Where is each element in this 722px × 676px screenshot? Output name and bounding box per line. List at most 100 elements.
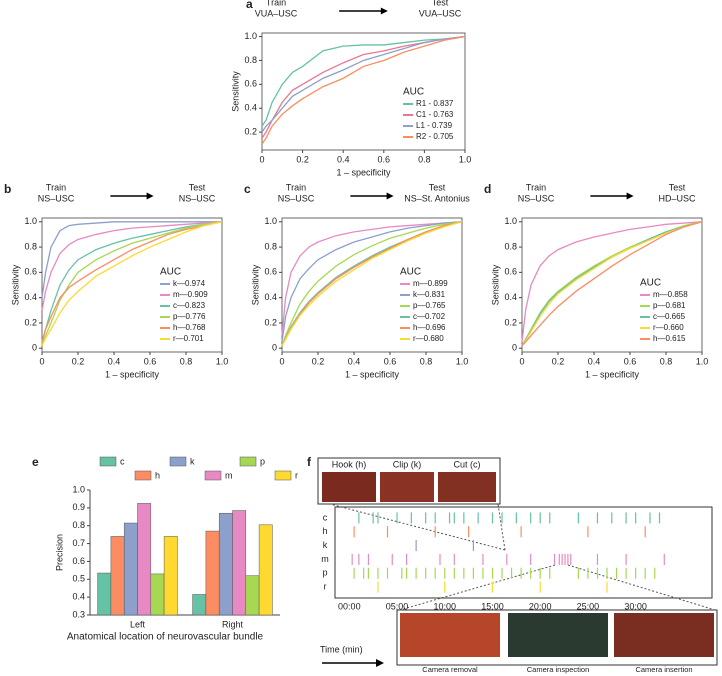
- x-tick-label: 0.8: [418, 154, 431, 164]
- x-tick-label: 0.8: [660, 356, 673, 366]
- legend-label: c—0.702: [413, 312, 446, 321]
- roc-curve: [41, 221, 223, 345]
- x-tick-label: 30:00: [624, 601, 647, 611]
- row-label: h: [322, 526, 327, 536]
- bar: [163, 536, 178, 616]
- x-tick-label: 0.6: [144, 356, 157, 366]
- legend-title: AUC: [640, 278, 661, 289]
- bar: [258, 524, 273, 616]
- legend-label: p—0.681: [653, 301, 686, 310]
- legend-label: m: [225, 470, 233, 480]
- y-tick-label: 0.5: [72, 574, 85, 584]
- panel-letter: f: [307, 455, 312, 469]
- y-tick-label: 0.2: [244, 126, 257, 136]
- bar: [232, 510, 247, 616]
- photo-camera-removal: [400, 613, 500, 657]
- y-tick-label: 0.4: [244, 103, 257, 113]
- legend-swatch: [239, 456, 257, 467]
- legend-label: k—0.831: [413, 290, 446, 299]
- legend-label: c: [120, 456, 125, 466]
- test-dataset: NS–St. Antonius: [404, 193, 470, 203]
- photo-camera-insertion: [614, 613, 714, 657]
- train-dataset: NS–USC: [278, 193, 315, 203]
- y-tick-label: 0: [512, 343, 517, 353]
- legend-label: m—0.909: [173, 290, 208, 299]
- y-axis-label: Precision: [54, 534, 64, 571]
- legend-title: AUC: [400, 267, 421, 278]
- x-axis-label: Time (min): [320, 644, 363, 654]
- y-tick-label: 0.4: [504, 292, 517, 302]
- panel-letter: e: [32, 455, 39, 469]
- legend-label: p: [260, 456, 265, 466]
- x-tick-label: 0.2: [72, 356, 85, 366]
- x-tick-label: 0: [39, 356, 44, 366]
- y-tick-label: 0.6: [504, 267, 517, 277]
- y-tick-label: 1.0: [504, 216, 517, 226]
- train-title: Train: [266, 0, 286, 7]
- roc-curve: [261, 35, 466, 133]
- y-tick-label: 0.6: [264, 267, 277, 277]
- legend-title: AUC: [403, 87, 424, 98]
- test-title: Test: [189, 182, 206, 192]
- legend-label: L1 - 0.739: [416, 121, 453, 130]
- legend-label: m—0.858: [653, 290, 688, 299]
- y-tick-label: 0.8: [504, 241, 517, 251]
- x-tick-label: 00:00: [338, 601, 361, 611]
- y-tick-label: 0.2: [24, 317, 37, 327]
- x-tick-label: 0.6: [384, 356, 397, 366]
- roc-curve: [41, 221, 223, 346]
- roc-curve: [281, 221, 463, 336]
- x-tick-label: 0.2: [552, 356, 565, 366]
- legend-label: c—0.665: [653, 312, 686, 321]
- y-tick-label: 1.0: [264, 216, 277, 226]
- legend-label: p—0.776: [173, 312, 206, 321]
- roc-curve: [281, 221, 463, 346]
- bar: [245, 575, 260, 616]
- legend-label: h—0.615: [653, 334, 686, 343]
- plot-frame: [521, 217, 703, 353]
- roc-curve: [41, 221, 223, 311]
- x-tick-label: 1.0: [456, 356, 469, 366]
- test-dataset: HD–USC: [658, 193, 696, 203]
- x-tick-label: 0: [279, 356, 284, 366]
- test-title: Test: [429, 182, 446, 192]
- roc-curve: [281, 221, 463, 342]
- row-label: r: [324, 581, 327, 591]
- y-tick-label: 0.8: [72, 520, 85, 530]
- x-tick-label: 1.0: [459, 154, 472, 164]
- x-tick-label: 0.6: [624, 356, 637, 366]
- bar: [192, 594, 207, 616]
- y-tick-label: 1.0: [24, 216, 37, 226]
- panel-letter: c: [244, 182, 251, 196]
- x-tick-label: 0.8: [420, 356, 433, 366]
- photo-cut: [438, 472, 496, 502]
- x-tick-label: 1.0: [696, 356, 709, 366]
- roc-curve: [261, 35, 466, 127]
- legend-label: R2 - 0.705: [416, 132, 454, 141]
- row-label: m: [321, 554, 329, 564]
- y-axis-label: Sensitivity: [10, 264, 20, 305]
- y-tick-label: 0: [32, 343, 37, 353]
- y-axis-label: Sensitivity: [490, 264, 500, 305]
- panel-letter: a: [246, 0, 253, 11]
- roc-curve: [521, 221, 703, 342]
- time-arrow-head: [376, 659, 384, 667]
- roc-curve: [41, 221, 223, 343]
- plot-frame: [261, 32, 466, 151]
- train-dataset: NS–USC: [518, 193, 555, 203]
- x-tick-label: 1.0: [216, 356, 229, 366]
- x-tick-label: 0.2: [312, 356, 325, 366]
- test-title: Test: [432, 0, 449, 7]
- x-tick-label: 10:00: [433, 601, 456, 611]
- x-tick-label: 0: [259, 154, 264, 164]
- test-dataset: VUA–USC: [419, 8, 462, 18]
- row-label: p: [322, 568, 327, 578]
- roc-curve: [41, 221, 223, 343]
- x-tick-label: 0.4: [337, 154, 350, 164]
- image-caption: Camera insertion: [635, 665, 692, 674]
- bar: [110, 536, 125, 616]
- y-tick-label: 0.4: [72, 592, 85, 602]
- train-dataset: NS–USC: [38, 193, 75, 203]
- y-tick-label: 0.6: [72, 556, 85, 566]
